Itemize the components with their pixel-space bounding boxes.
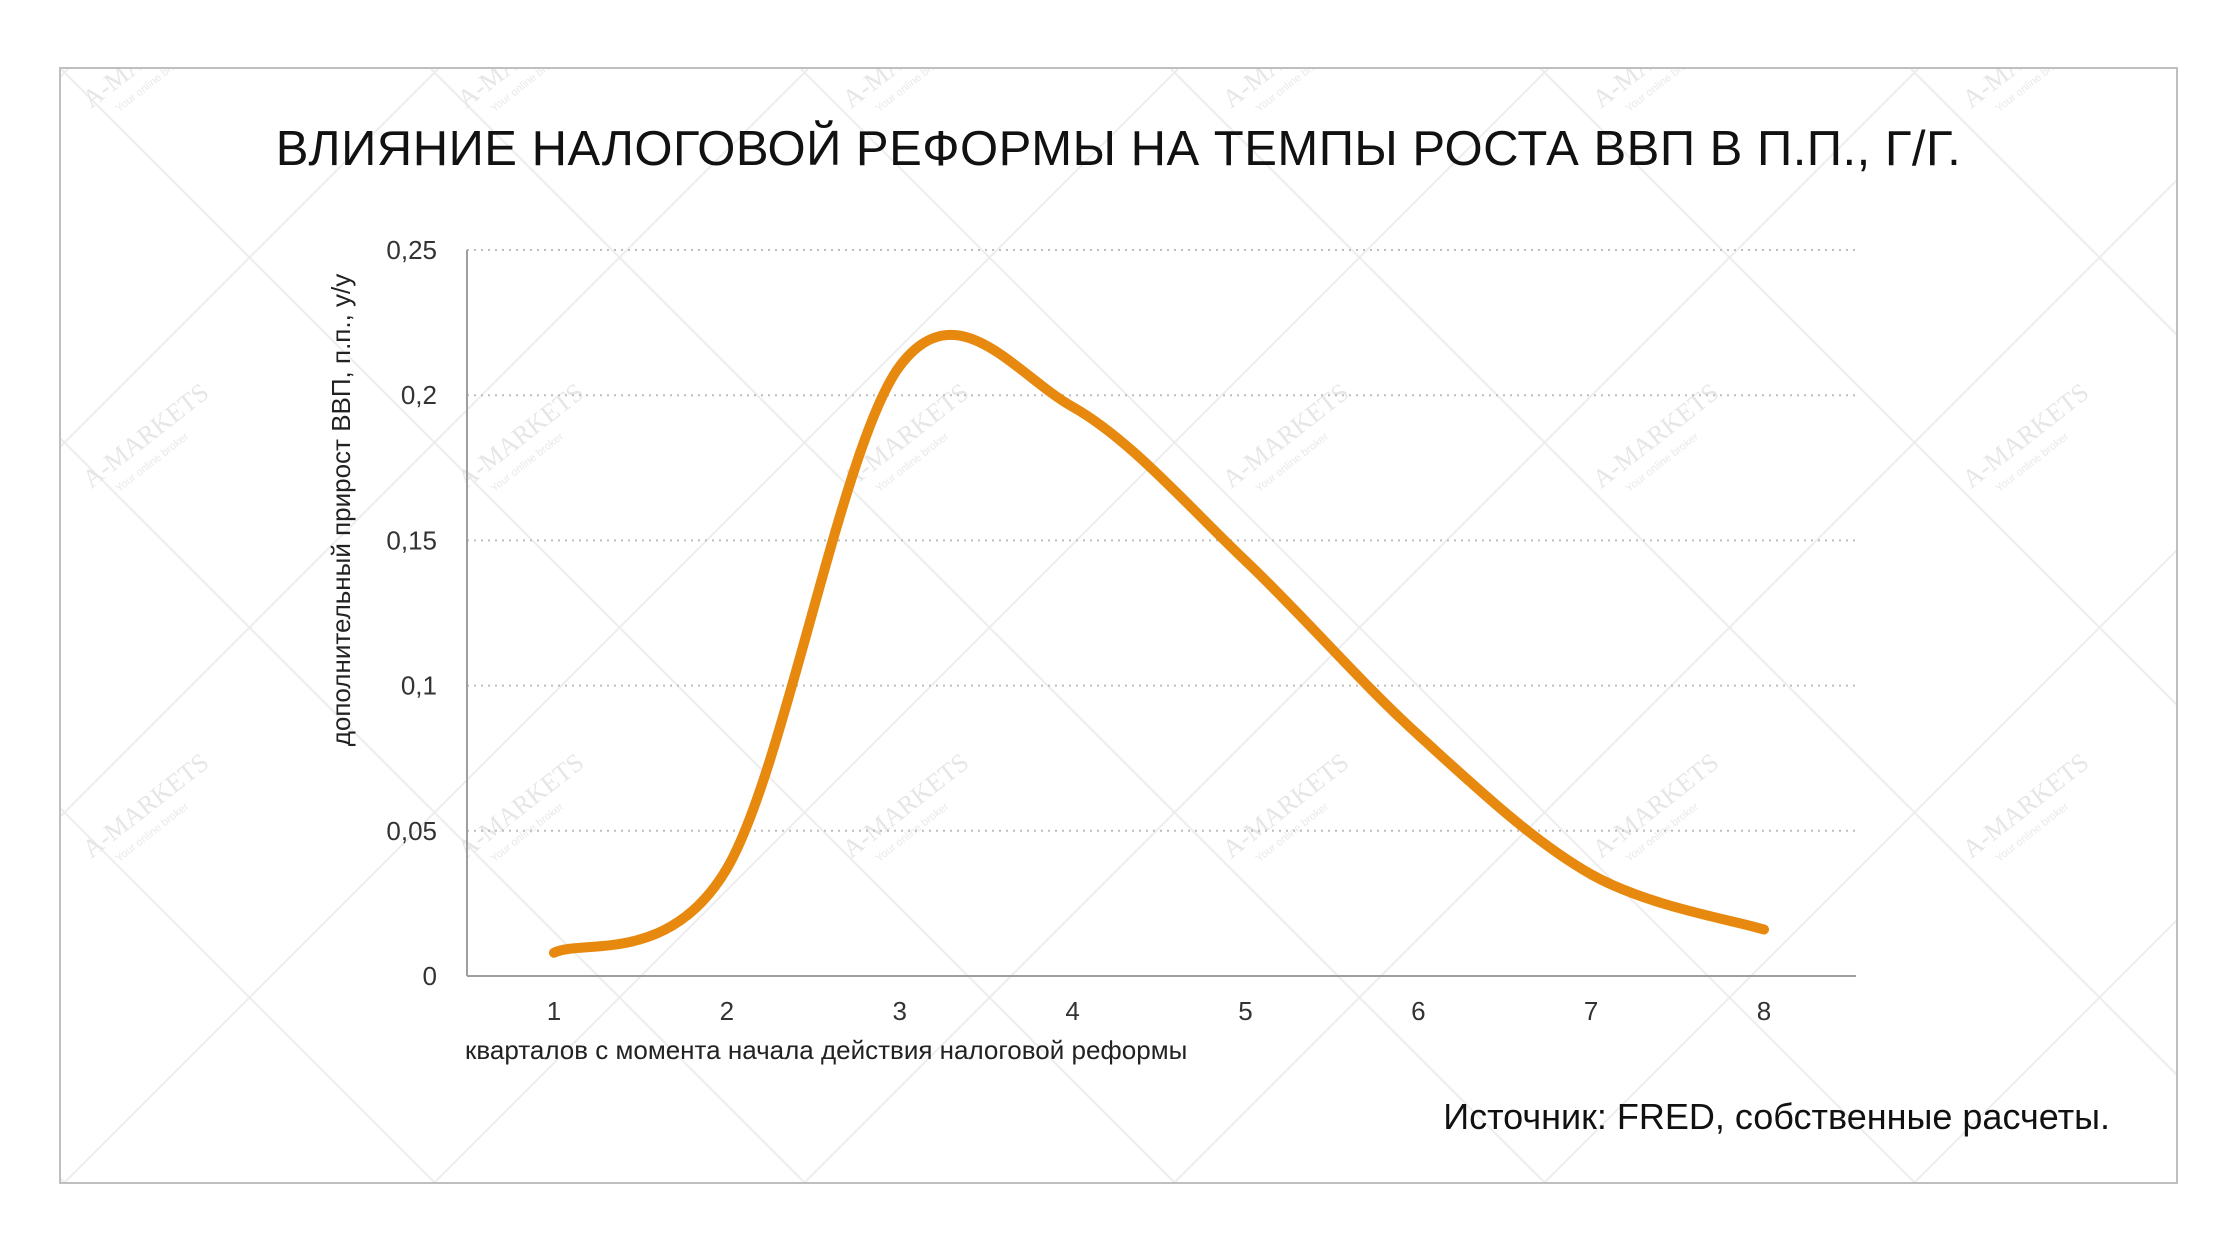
watermark-line	[1913, 919, 2176, 1182]
y-tick-label: 0	[423, 961, 437, 991]
source-note: Источник: FRED, собственные расчеты.	[1443, 1096, 2110, 1137]
x-tick-label: 2	[720, 996, 734, 1026]
x-tick-label: 4	[1065, 996, 1079, 1026]
watermark-line	[803, 69, 1919, 1182]
chart-title: ВЛИЯНИЕ НАЛОГОВОЙ РЕФОРМЫ НА ТЕМПЫ РОСТА…	[275, 122, 1962, 176]
watermark-brand: A-MARKETS	[452, 747, 589, 863]
x-tick-label: 6	[1411, 996, 1425, 1026]
watermark-brand: A-MARKETS	[452, 377, 589, 493]
y-tick-label: 0,2	[401, 380, 437, 410]
watermark-brand: A-MARKETS	[1957, 377, 2094, 493]
watermark-line	[1173, 179, 2176, 1182]
x-tick-label: 3	[892, 996, 906, 1026]
x-tick-label: 7	[1584, 996, 1598, 1026]
watermark-brand: A-MARKETS	[1587, 377, 1724, 493]
grid-lines	[467, 249, 1856, 832]
watermark-line	[61, 69, 439, 448]
watermark-line	[61, 807, 436, 1182]
watermark-line	[1910, 69, 2176, 336]
watermark-brand: A-MARKETS	[1957, 747, 2094, 863]
series-layer	[549, 329, 1770, 958]
watermark-line	[1543, 549, 2176, 1182]
watermark-line	[63, 69, 1179, 1182]
x-tick-label: 5	[1238, 996, 1252, 1026]
y-tick-label: 0,15	[386, 525, 437, 555]
y-tick-label: 0,05	[386, 816, 437, 846]
x-tick-label: 1	[547, 996, 561, 1026]
series-line-0	[549, 329, 1770, 958]
watermark-brand: A-MARKETS	[837, 747, 974, 863]
watermark-line	[433, 69, 1549, 1182]
y-tick-labels: 0 0,05 0,1 0,15 0,2 0,25	[386, 235, 437, 991]
watermark-brand: A-MARKETS	[1587, 747, 1724, 863]
x-tick-label: 8	[1757, 996, 1771, 1026]
watermark-line	[1170, 69, 2176, 1076]
x-axis-label: кварталов с момента начала действия нало…	[465, 1035, 1187, 1065]
watermark-line	[61, 1177, 66, 1182]
x-tick-labels: 1 2 3 4 5 6 7 8	[547, 996, 1771, 1026]
y-tick-label: 0,25	[386, 235, 437, 265]
watermark-line	[1540, 69, 2176, 706]
watermark-brand: A-MARKETS	[77, 747, 214, 863]
y-axis-label: дополнительный прирост ВВП, п.п., у/у	[326, 274, 356, 747]
axes	[466, 250, 1856, 977]
watermark-line	[61, 69, 69, 78]
y-tick-label: 0,1	[401, 671, 437, 701]
watermark-brand: A-MARKETS	[77, 377, 214, 493]
watermark-brand: A-MARKETS	[1217, 747, 1354, 863]
watermark-line	[61, 69, 809, 818]
